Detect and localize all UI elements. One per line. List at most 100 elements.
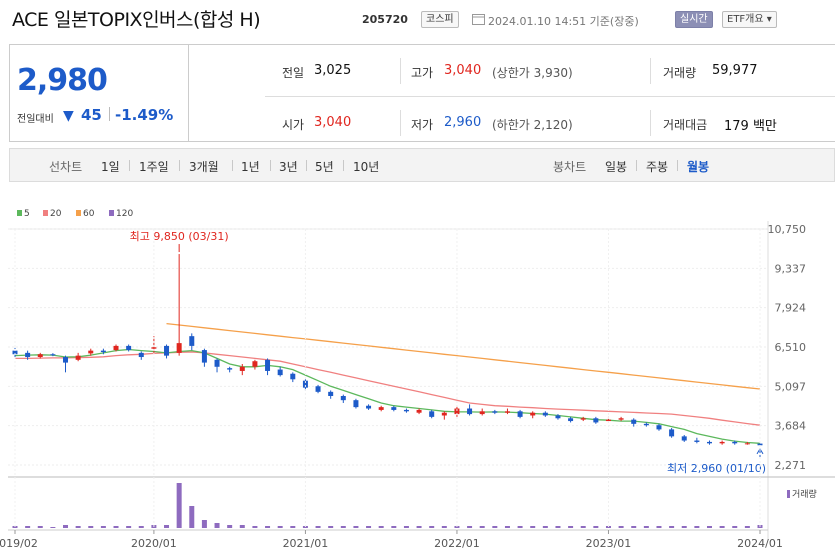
candle-body	[138, 352, 144, 358]
volume-bar	[656, 526, 662, 528]
volume-bar	[504, 526, 510, 528]
volume-bar	[580, 526, 586, 528]
volume-bar	[441, 526, 447, 528]
candle-body	[277, 369, 283, 376]
divider	[270, 160, 271, 171]
period-10y[interactable]: 10년	[353, 160, 380, 174]
volume-bar	[643, 526, 649, 528]
divider	[179, 160, 180, 171]
candle-body	[631, 419, 637, 424]
candle-body	[189, 336, 195, 346]
volume-legend-label: 거래량	[792, 488, 817, 500]
down-arrow-icon: ▼	[63, 108, 74, 124]
volume-bar	[555, 526, 561, 528]
volume-bar	[100, 526, 106, 528]
candle-body	[517, 411, 523, 417]
volume-bar	[25, 526, 31, 528]
candle-body	[100, 350, 106, 353]
stock-code: 205720	[362, 13, 408, 26]
candle-body	[391, 407, 397, 410]
volume-bar	[429, 526, 435, 528]
volume-bar	[530, 526, 536, 528]
candle-body	[618, 418, 624, 420]
volume-bar	[744, 526, 750, 528]
etf-overview-dropdown[interactable]: ETF개요 ▾	[722, 11, 777, 28]
change-rate: -1.49%	[115, 106, 174, 124]
candle-body	[694, 440, 700, 442]
candle-body	[265, 359, 271, 371]
candle-body	[441, 412, 447, 416]
candle-body	[504, 411, 510, 413]
volume-bar	[37, 526, 43, 528]
volume-bar	[467, 526, 473, 528]
candle-daily[interactable]: 일봉	[605, 160, 628, 174]
candle-body	[12, 350, 18, 355]
volume-bar	[126, 526, 132, 528]
candle-body	[227, 368, 233, 370]
candle-chart-label: 봉차트	[553, 160, 587, 174]
volume-bar	[618, 526, 624, 528]
volume-bar	[706, 526, 712, 528]
volume-bar	[340, 526, 346, 528]
divider	[400, 58, 401, 84]
candle-body	[580, 418, 586, 420]
volume-bar	[732, 526, 738, 528]
divider	[400, 110, 401, 136]
candle-body	[669, 429, 675, 437]
divider	[677, 160, 678, 171]
volume-bar	[176, 483, 182, 528]
volume-bar	[328, 526, 334, 528]
candle-body	[530, 412, 536, 416]
candle-body	[492, 411, 498, 413]
candle-body	[744, 443, 750, 445]
legend-label: 5	[24, 209, 30, 219]
open-value: 3,040	[314, 115, 352, 130]
change-label: 전일대비	[17, 114, 54, 125]
x-tick-label: 2022/01	[434, 537, 480, 550]
candle-body	[568, 418, 574, 422]
ma5-line	[14, 348, 761, 444]
candle-weekly[interactable]: 주봉	[646, 160, 669, 174]
upper-limit: (상한가 3,930)	[492, 66, 573, 80]
period-3m[interactable]: 3개월	[189, 160, 219, 174]
x-tick-label: 2024/01	[737, 537, 783, 550]
candle-body	[479, 411, 485, 415]
volume-bar	[568, 526, 574, 528]
volume-bar	[669, 526, 675, 528]
volume-bar	[63, 525, 69, 528]
legend-swatch	[17, 210, 22, 216]
change-value: 45	[81, 106, 102, 124]
period-3y[interactable]: 3년	[279, 160, 298, 174]
period-5y[interactable]: 5년	[315, 160, 334, 174]
ma20-line	[15, 351, 761, 426]
y-tick-label: 5,097	[775, 380, 807, 393]
period-1w[interactable]: 1주일	[139, 160, 169, 174]
candle-body	[353, 400, 359, 408]
x-tick-label: 2023/01	[586, 537, 632, 550]
volume-bar	[479, 526, 485, 528]
period-1d[interactable]: 1일	[101, 160, 120, 174]
period-1y[interactable]: 1년	[241, 160, 260, 174]
candle-body	[542, 412, 548, 416]
volume-bar	[517, 526, 523, 528]
realtime-button[interactable]: 실시간	[675, 11, 713, 28]
ma60-line	[166, 322, 761, 390]
candle-body	[706, 441, 712, 444]
volume-bar	[378, 526, 384, 528]
volume-bar	[315, 526, 321, 528]
x-tick-label: 2020/01	[131, 537, 177, 550]
candle-body	[555, 415, 561, 419]
divider	[343, 160, 344, 171]
volume-bar	[113, 526, 119, 528]
candle-monthly[interactable]: 월봉	[687, 160, 710, 174]
candle-body	[681, 436, 687, 441]
volume-bar	[366, 526, 372, 528]
candle-body	[328, 391, 334, 397]
volume-bar	[353, 526, 359, 528]
volume-bar	[138, 526, 144, 528]
candle-body	[151, 347, 157, 349]
divider	[650, 58, 651, 84]
volume-bar	[164, 525, 170, 528]
line-chart-label: 선차트	[49, 160, 83, 174]
quote-panel	[9, 44, 835, 142]
